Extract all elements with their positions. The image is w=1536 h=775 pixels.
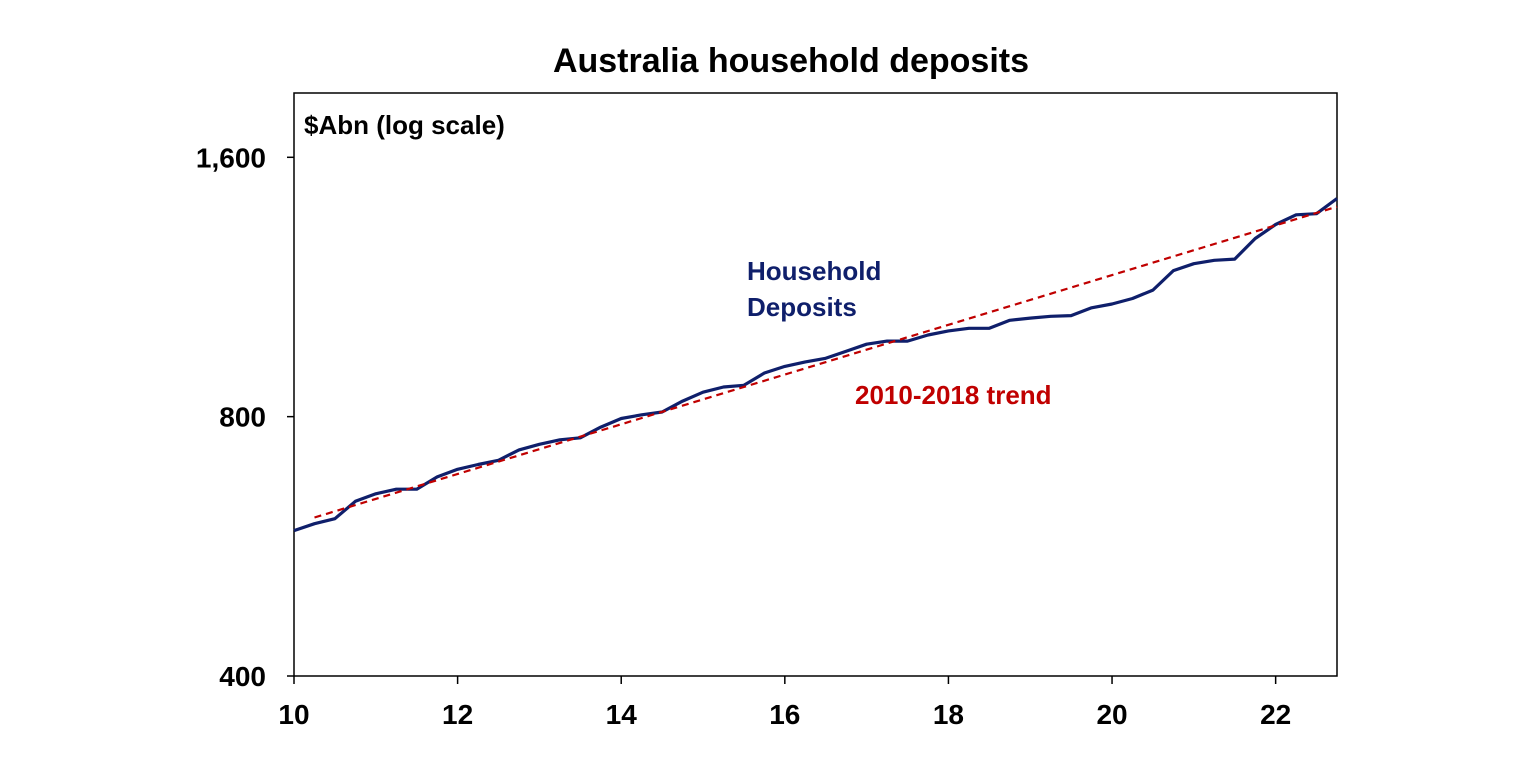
trend-line [314,205,1338,519]
x-axis: 10 12 14 16 18 20 22 [278,676,1291,730]
trend-label: 2010-2018 trend [855,380,1052,410]
plot-area [293,92,1338,677]
household-deposits-line [293,197,1338,533]
x-tick-label: 16 [769,699,800,730]
x-tick-label: 10 [278,699,309,730]
y-tick-label: 400 [219,661,266,692]
x-tick-label: 22 [1260,699,1291,730]
y-tick-label: 1,600 [196,142,266,173]
household-deposits-label: Household Deposits [747,256,881,322]
x-tick-label: 20 [1096,699,1127,730]
series-layer [293,197,1338,533]
chart-title: Australia household deposits [553,42,1029,80]
x-tick-label: 18 [933,699,964,730]
y-unit-label: $Abn (log scale) [304,110,505,140]
x-tick-label: 14 [606,699,638,730]
y-axis: 400 800 1,600 [196,142,294,692]
y-tick-label: 800 [219,402,266,433]
series-labels: Household Deposits 2010-2018 trend [747,256,1052,410]
x-tick-label: 12 [442,699,473,730]
